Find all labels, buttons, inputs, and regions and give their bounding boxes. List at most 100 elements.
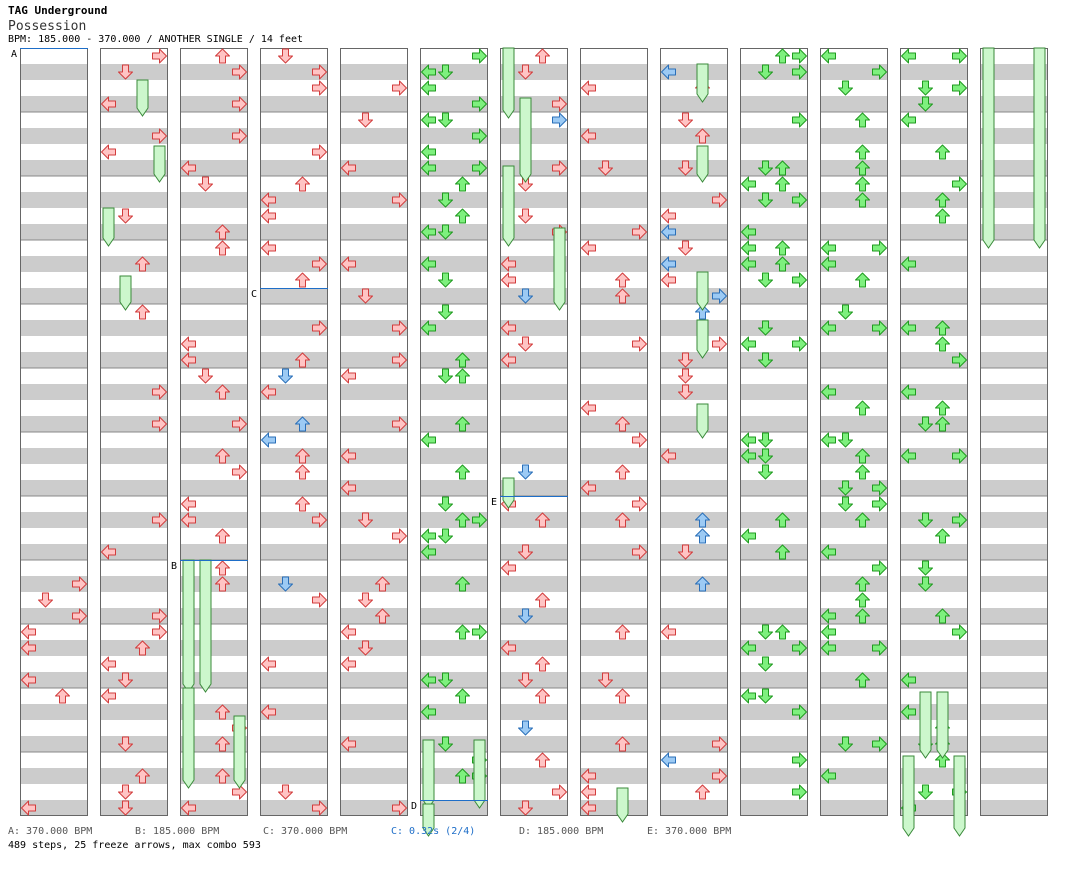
up-arrow	[935, 416, 950, 432]
up-arrow	[935, 752, 950, 768]
right-arrow	[792, 48, 807, 64]
up-arrow	[455, 768, 470, 784]
down-arrow	[918, 416, 933, 432]
right-arrow	[952, 176, 967, 192]
measure-column	[900, 48, 968, 816]
up-arrow	[535, 512, 550, 528]
up-arrow	[615, 688, 630, 704]
right-arrow	[472, 128, 487, 144]
bpm-legend-item: C: 370.000 BPM	[263, 826, 348, 837]
down-arrow	[758, 464, 773, 480]
left-arrow	[821, 384, 836, 400]
down-arrow	[758, 624, 773, 640]
left-arrow	[581, 240, 596, 256]
right-arrow	[952, 512, 967, 528]
up-arrow	[935, 208, 950, 224]
step-arrows	[21, 48, 967, 816]
freeze-arrow	[422, 739, 435, 809]
left-arrow	[21, 640, 36, 656]
measure-column	[580, 48, 648, 816]
freeze-arrow	[902, 755, 915, 837]
left-arrow	[901, 672, 916, 688]
right-arrow	[472, 512, 487, 528]
down-arrow	[758, 192, 773, 208]
left-arrow	[581, 480, 596, 496]
up-arrow	[535, 656, 550, 672]
measure-column	[740, 48, 808, 816]
left-arrow	[821, 320, 836, 336]
down-arrow	[518, 544, 533, 560]
up-arrow	[215, 736, 230, 752]
left-arrow	[821, 240, 836, 256]
left-arrow	[341, 624, 356, 640]
left-arrow	[741, 688, 756, 704]
down-arrow	[918, 96, 933, 112]
up-arrow	[375, 608, 390, 624]
left-arrow	[181, 160, 196, 176]
up-arrow	[935, 320, 950, 336]
right-arrow	[152, 384, 167, 400]
down-arrow	[438, 496, 453, 512]
right-arrow	[872, 736, 887, 752]
left-arrow	[341, 736, 356, 752]
right-arrow	[872, 496, 887, 512]
up-arrow	[295, 464, 310, 480]
up-arrow	[855, 192, 870, 208]
up-arrow	[615, 272, 630, 288]
left-arrow	[181, 336, 196, 352]
left-arrow	[421, 544, 436, 560]
up-arrow	[855, 144, 870, 160]
right-arrow	[232, 64, 247, 80]
up-arrow	[615, 624, 630, 640]
left-arrow	[821, 768, 836, 784]
up-arrow	[455, 576, 470, 592]
right-arrow	[152, 512, 167, 528]
left-arrow	[421, 528, 436, 544]
right-arrow	[472, 624, 487, 640]
down-arrow	[758, 160, 773, 176]
left-arrow	[101, 144, 116, 160]
up-arrow	[615, 416, 630, 432]
down-arrow	[838, 432, 853, 448]
down-arrow	[278, 576, 293, 592]
bpm-legend-item: C: 0.32s (2/4)	[391, 826, 476, 837]
down-arrow	[198, 368, 213, 384]
right-arrow	[72, 576, 87, 592]
right-arrow	[632, 336, 647, 352]
left-arrow	[581, 400, 596, 416]
up-arrow	[215, 224, 230, 240]
right-arrow	[472, 48, 487, 64]
down-arrow	[518, 608, 533, 624]
up-arrow	[615, 288, 630, 304]
right-arrow	[872, 560, 887, 576]
up-arrow	[455, 352, 470, 368]
left-arrow	[901, 384, 916, 400]
left-arrow	[101, 688, 116, 704]
left-arrow	[821, 624, 836, 640]
down-arrow	[678, 112, 693, 128]
freeze-arrow	[502, 165, 515, 247]
freeze-arrow	[136, 79, 149, 117]
left-arrow	[341, 368, 356, 384]
up-arrow	[855, 176, 870, 192]
bpm-legend-item: A: 370.000 BPM	[8, 826, 93, 837]
right-arrow	[152, 416, 167, 432]
freeze-arrow	[553, 227, 566, 311]
left-arrow	[501, 640, 516, 656]
bpm-marker: D	[411, 800, 488, 812]
up-arrow	[775, 624, 790, 640]
right-arrow	[792, 192, 807, 208]
right-arrow	[232, 464, 247, 480]
right-arrow	[792, 336, 807, 352]
up-arrow	[455, 624, 470, 640]
up-arrow	[775, 160, 790, 176]
right-arrow	[872, 64, 887, 80]
down-arrow	[438, 224, 453, 240]
right-arrow	[312, 512, 327, 528]
left-arrow	[261, 656, 276, 672]
left-arrow	[661, 224, 676, 240]
left-arrow	[661, 256, 676, 272]
chart-info: BPM: 185.000 - 370.000 / ANOTHER SINGLE …	[8, 34, 304, 45]
down-arrow	[118, 672, 133, 688]
right-arrow	[392, 320, 407, 336]
